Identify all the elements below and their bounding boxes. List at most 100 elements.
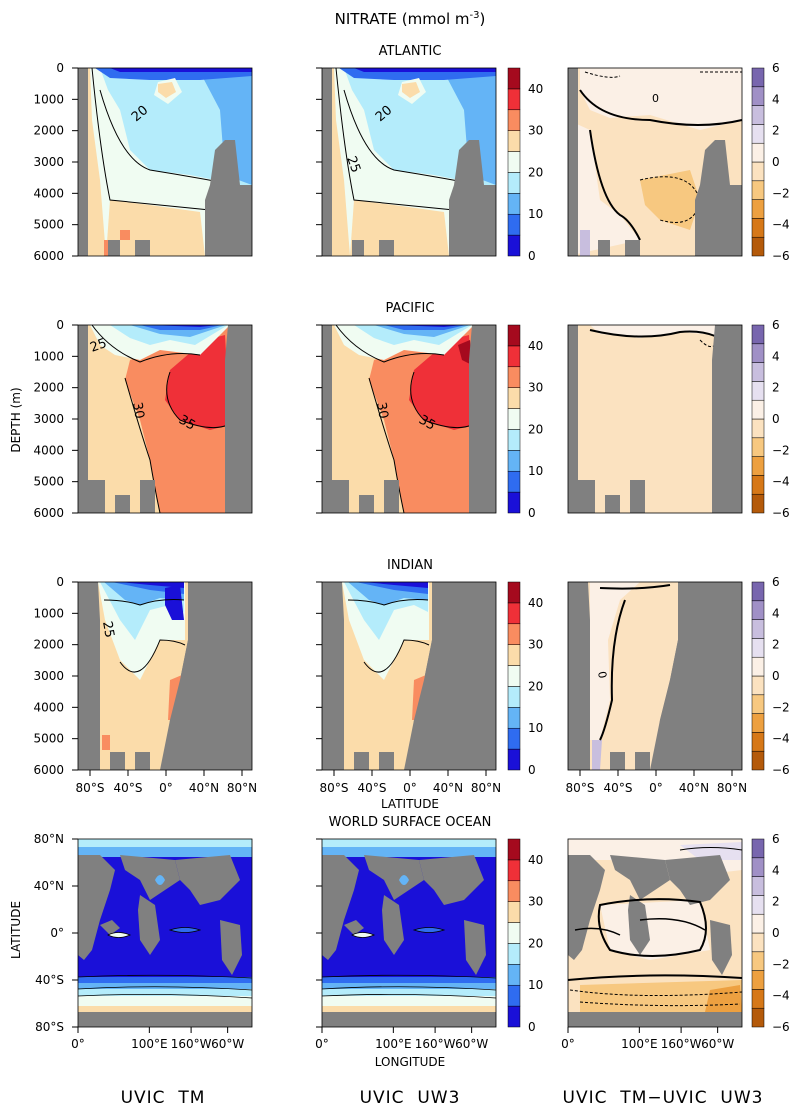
- ytick-label: 0°: [50, 926, 64, 940]
- colorbar-tick-label: 30: [528, 895, 543, 909]
- diff-colorbar-tick-label: 6: [772, 832, 780, 846]
- colorbar-bin: [507, 859, 521, 882]
- xtick-label: 60°W: [211, 1037, 244, 1051]
- xtick-label: 100°E: [375, 1037, 412, 1051]
- pac-uw3-contour-35: 35: [416, 412, 438, 433]
- panel-pacific-tm: 25 30 35: [77, 324, 253, 514]
- world-title: WORLD SURFACE OCEAN: [329, 815, 492, 830]
- colorbar-bin: [507, 984, 521, 1007]
- colorbar-tick-label: 20: [528, 422, 543, 436]
- colorbar-bin: [507, 644, 521, 666]
- panel-atlantic-uw3: 20 25: [321, 67, 497, 257]
- ytick-label: 1000: [33, 349, 64, 363]
- xtick-label: 80°S: [320, 781, 349, 795]
- colorbar-tick-label: 40: [528, 853, 543, 867]
- diff-colorbar-bin: [751, 124, 765, 144]
- colorbar-bin: [507, 387, 521, 409]
- xtick-label: 0°: [71, 1037, 85, 1051]
- xtick-label: 0°: [159, 781, 173, 795]
- ytick-label: 3000: [33, 412, 64, 426]
- diff-colorbar-tick-label: 4: [772, 92, 780, 106]
- xtick-label: 40°S: [358, 781, 387, 795]
- indian-title: INDIAN: [387, 558, 433, 573]
- panel-indian-uw3: [321, 581, 497, 771]
- ytick-label: 6000: [33, 249, 64, 263]
- xtick-label: 0°: [561, 1037, 575, 1051]
- ytick-label: 3000: [33, 669, 64, 683]
- colorbar-bin: [507, 470, 521, 493]
- colorbar-tick-label: 0: [528, 1020, 536, 1034]
- colorbar-bin: [507, 748, 521, 771]
- diff-colorbar-tick-label: −4: [772, 989, 790, 1003]
- ytick-label: 0: [56, 61, 64, 75]
- colorbar-bin: [507, 324, 521, 347]
- ytick-label: 6000: [33, 763, 64, 777]
- colorbar-tick-label: 30: [528, 124, 543, 138]
- colorbar-bin: [507, 838, 521, 861]
- colorbar-bin: [507, 429, 521, 451]
- colorbar-tick-label: 10: [528, 978, 543, 992]
- colorbar-bin: [507, 964, 521, 986]
- diff-colorbar-tick-label: −4: [772, 475, 790, 489]
- ytick-label: 80°S: [35, 1020, 64, 1034]
- diff-colorbar-bin: [751, 857, 765, 877]
- diff-colorbar-bin: [751, 1007, 765, 1028]
- diff-colorbar-bin: [751, 399, 765, 420]
- longitude-xlabel: LONGITUDE: [375, 1055, 445, 1069]
- diff-colorbar-bin: [751, 105, 765, 125]
- ytick-label: 5000: [33, 732, 64, 746]
- atlantic-title: ATLANTIC: [379, 44, 442, 59]
- xtick-label: 100°E: [621, 1037, 658, 1051]
- diff-colorbar-tick-label: −4: [772, 218, 790, 232]
- colorbar-bin: [507, 901, 521, 923]
- colorbar-bin: [507, 193, 521, 215]
- diff-colorbar-bin: [751, 750, 765, 771]
- colorbar-bin: [507, 943, 521, 965]
- xtick-label: 40°N: [189, 781, 219, 795]
- ytick-label: 5000: [33, 218, 64, 232]
- colorbar-bin: [507, 408, 521, 430]
- diff-colorbar-bin: [751, 656, 765, 677]
- panel-world-uw3: [321, 838, 497, 1028]
- latitude-xlabel: LATITUDE: [381, 797, 439, 811]
- diff-colorbar-tick-label: −6: [772, 249, 790, 263]
- xtick-label: 0°: [649, 781, 663, 795]
- ytick-label: 40°S: [35, 973, 64, 987]
- xtick-label: 60°W: [455, 1037, 488, 1051]
- diff-colorbar-bin: [751, 675, 765, 696]
- diff-colorbar-bin: [751, 970, 765, 990]
- xtick-label: 0°: [315, 1037, 329, 1051]
- colorbar-tick-label: 20: [528, 165, 543, 179]
- diff-colorbar-tick-label: 4: [772, 606, 780, 620]
- colorbar-bin: [507, 623, 521, 645]
- xtick-label: 40°N: [433, 781, 463, 795]
- xtick-label: 160°W: [171, 1037, 212, 1051]
- ytick-label: 0: [56, 318, 64, 332]
- xtick-label: 40°S: [114, 781, 143, 795]
- diff-colorbar-bin: [751, 713, 765, 733]
- colorbar-bin: [507, 366, 521, 388]
- ytick-label: 5000: [33, 475, 64, 489]
- colorbar-bin: [507, 88, 521, 111]
- diff-colorbar-tick-label: −2: [772, 443, 790, 457]
- diff-colorbar-bin: [751, 343, 765, 363]
- diff-colorbar-tick-label: 6: [772, 61, 780, 75]
- ytick-label: 1000: [33, 606, 64, 620]
- panel-world-diff: [567, 838, 743, 1028]
- xtick-label: 0°: [403, 781, 417, 795]
- colorbar-bin: [507, 602, 521, 625]
- diff-colorbar-tick-label: −2: [772, 700, 790, 714]
- ytick-label: 4000: [33, 186, 64, 200]
- colorbar-bin: [507, 707, 521, 729]
- colorbar-bin: [507, 213, 521, 236]
- xtick-label: 80°N: [717, 781, 747, 795]
- pacific-title: PACIFIC: [386, 301, 435, 316]
- diff-colorbar-bin: [751, 218, 765, 238]
- figure-title: NITRATE (mmol m-3): [335, 10, 486, 28]
- column-label-uvic-uw3: UVIC UW3: [360, 1088, 461, 1108]
- diff-colorbar-tick-label: 2: [772, 895, 780, 909]
- diff-colorbar-bin: [751, 180, 765, 200]
- ytick-label: 40°N: [34, 879, 64, 893]
- xtick-label: 40°N: [679, 781, 709, 795]
